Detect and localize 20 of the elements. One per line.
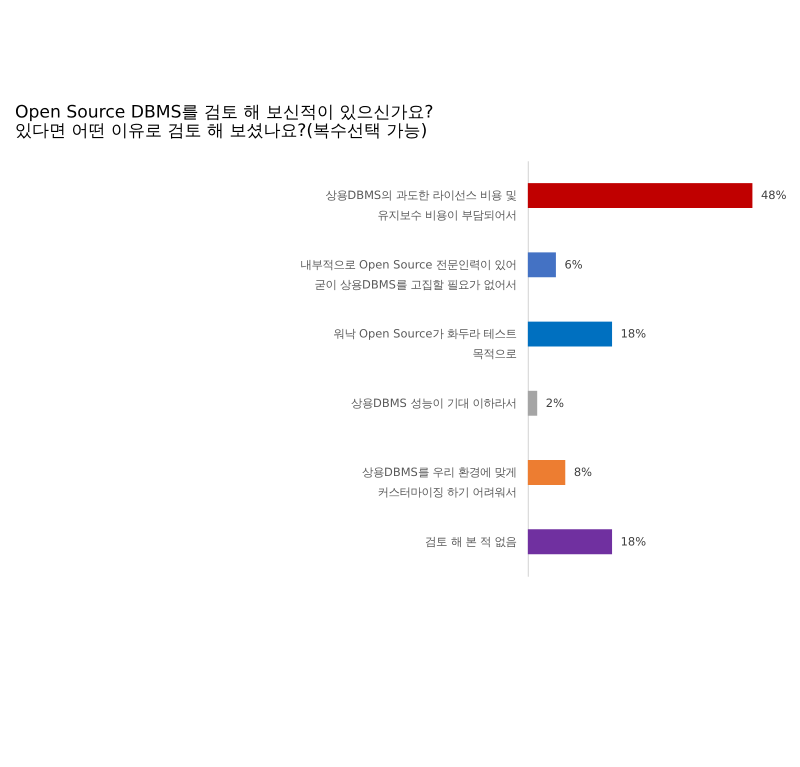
y-tick-label: 상용DBMS 성능이 기대 이하라서: [351, 396, 517, 410]
text: 있다면 어떤 이유로 검토 해 보셨나요?(복수선택 가능): [15, 120, 428, 141]
bar: [528, 390, 538, 416]
y-tick-label: 상용DBMS를 우리 환경에 맞게 커스터마이징 하기 어려워서: [362, 465, 517, 500]
y-tick-label: 워낙 Open Source가 화두라 테스트 목적으로: [333, 326, 517, 361]
bar: [528, 460, 566, 485]
text: Open Source DBMS를 검토 해 보신적이 있으신가요?: [15, 102, 434, 122]
bar: [528, 529, 612, 554]
data-label: 6%: [564, 257, 583, 272]
data-label: 18%: [620, 326, 646, 341]
y-tick-label: 검토 해 본 적 없음: [425, 534, 517, 548]
bar: [528, 183, 752, 208]
data-label: 18%: [620, 534, 646, 548]
y-tick-label: 상용DBMS의 과도한 라이선스 비용 및 유지보수 비용이 부담되어서: [325, 188, 517, 222]
data-label: 2%: [546, 396, 564, 410]
bar: [528, 252, 556, 278]
y-tick-label: 내부적으로 Open Source 전문인력이 있어 굳이 상용DBMS를 고집할 필요가 없어서: [300, 257, 517, 292]
data-label: 8%: [574, 465, 592, 480]
data-label: 48%: [761, 188, 787, 202]
bar: [528, 322, 612, 346]
